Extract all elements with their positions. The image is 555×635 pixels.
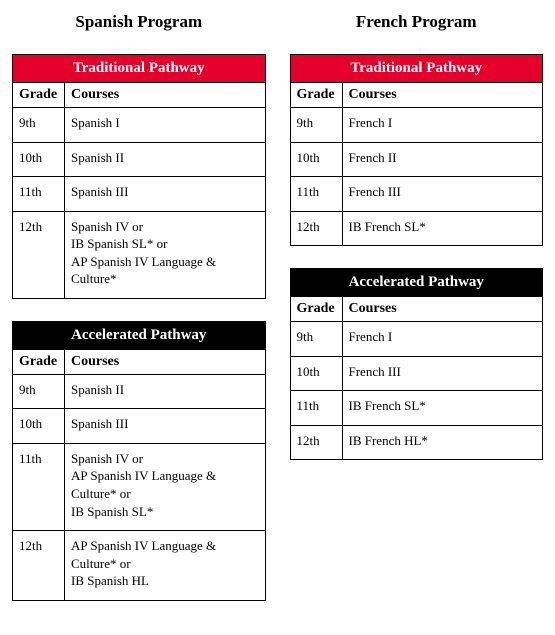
table-row: 10thFrench III (290, 356, 543, 391)
spanish-accelerated-table: Accelerated Pathway Grade Courses 9thSpa… (12, 321, 266, 601)
table-row: 9thSpanish II (13, 374, 266, 409)
courses-cell: French III (342, 177, 543, 212)
courses-cell: IB French SL* (342, 391, 543, 426)
courses-cell: French II (342, 142, 543, 177)
courses-cell: French I (342, 108, 543, 143)
col-header-courses: Courses (65, 83, 266, 108)
table-row: 10thSpanish II (13, 142, 266, 177)
table-row: 10thSpanish III (13, 409, 266, 444)
table-row: 11thIB French SL* (290, 391, 543, 426)
grade-cell: 11th (13, 443, 65, 530)
col-header-grade: Grade (13, 83, 65, 108)
table-row: 11thSpanish III (13, 177, 266, 212)
french-accelerated-table: Accelerated Pathway Grade Courses 9thFre… (290, 268, 544, 460)
grade-cell: 11th (290, 391, 342, 426)
grade-cell: 12th (290, 425, 342, 460)
table-row: 9thSpanish I (13, 108, 266, 143)
col-header-courses: Courses (65, 349, 266, 374)
table-row: 12thSpanish IV orIB Spanish SL* orAP Spa… (13, 211, 266, 298)
grade-cell: 9th (290, 322, 342, 357)
grade-cell: 9th (13, 374, 65, 409)
courses-cell: French I (342, 322, 543, 357)
grade-cell: 11th (13, 177, 65, 212)
col-header-courses: Courses (342, 297, 543, 322)
col-header-grade: Grade (290, 297, 342, 322)
french-program-column: French Program Traditional Pathway Grade… (290, 12, 544, 482)
courses-cell: Spanish II (65, 142, 266, 177)
table-row: 12thAP Spanish IV Language & Culture* or… (13, 531, 266, 601)
courses-cell: Spanish II (65, 374, 266, 409)
table-row: 11thFrench III (290, 177, 543, 212)
courses-cell: Spanish I (65, 108, 266, 143)
courses-cell: Spanish IV orAP Spanish IV Language & Cu… (65, 443, 266, 530)
grade-cell: 11th (290, 177, 342, 212)
pathway-header: Accelerated Pathway (13, 321, 266, 349)
french-traditional-table: Traditional Pathway Grade Courses 9thFre… (290, 54, 544, 246)
col-header-grade: Grade (13, 349, 65, 374)
courses-cell: Spanish IV orIB Spanish SL* orAP Spanish… (65, 211, 266, 298)
col-header-courses: Courses (342, 83, 543, 108)
table-row: 9thFrench I (290, 108, 543, 143)
grade-cell: 12th (290, 211, 342, 246)
grade-cell: 12th (13, 211, 65, 298)
col-header-grade: Grade (290, 83, 342, 108)
table-row: 9thFrench I (290, 322, 543, 357)
pathway-header: Accelerated Pathway (290, 269, 543, 297)
courses-cell: Spanish III (65, 177, 266, 212)
table-row: 11thSpanish IV orAP Spanish IV Language … (13, 443, 266, 530)
table-row: 10thFrench II (290, 142, 543, 177)
grade-cell: 10th (13, 409, 65, 444)
courses-cell: Spanish III (65, 409, 266, 444)
grade-cell: 10th (290, 356, 342, 391)
table-row: 12thIB French SL* (290, 211, 543, 246)
table-row: 12thIB French HL* (290, 425, 543, 460)
program-title: French Program (290, 12, 544, 32)
pathway-header: Traditional Pathway (13, 55, 266, 83)
grade-cell: 12th (13, 531, 65, 601)
grade-cell: 9th (13, 108, 65, 143)
courses-cell: IB French SL* (342, 211, 543, 246)
courses-cell: IB French HL* (342, 425, 543, 460)
program-title: Spanish Program (12, 12, 266, 32)
grade-cell: 10th (13, 142, 65, 177)
courses-cell: AP Spanish IV Language & Culture* orIB S… (65, 531, 266, 601)
courses-cell: French III (342, 356, 543, 391)
pathway-header: Traditional Pathway (290, 55, 543, 83)
program-columns: Spanish Program Traditional Pathway Grad… (12, 12, 543, 623)
spanish-traditional-table: Traditional Pathway Grade Courses 9thSpa… (12, 54, 266, 299)
grade-cell: 10th (290, 142, 342, 177)
spanish-program-column: Spanish Program Traditional Pathway Grad… (12, 12, 266, 623)
grade-cell: 9th (290, 108, 342, 143)
